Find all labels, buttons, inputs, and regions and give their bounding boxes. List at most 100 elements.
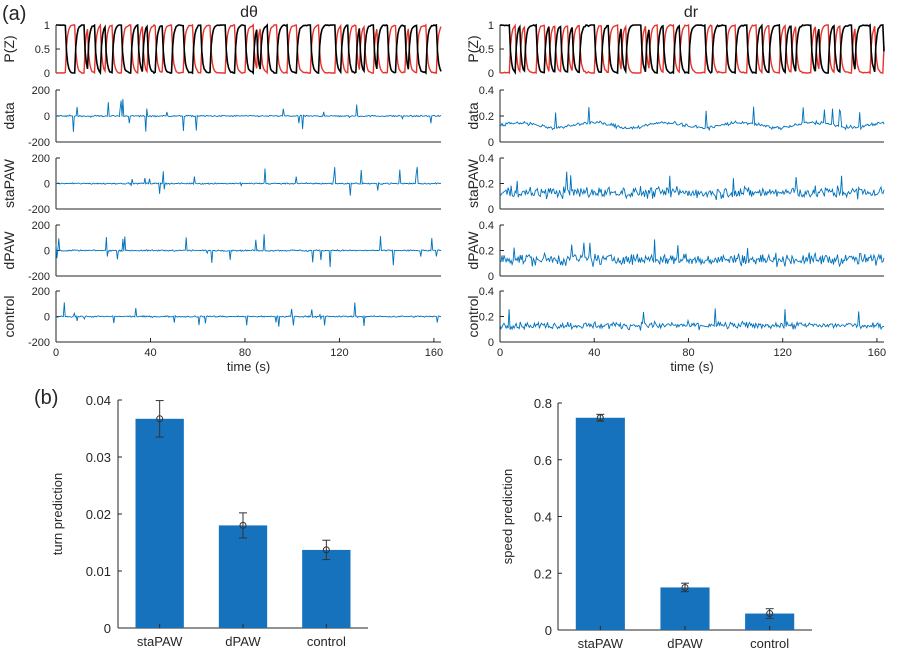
- x-tick-label: dPAW: [225, 634, 261, 649]
- series-line: [499, 171, 885, 201]
- bar-chart-turn: 0 0.01 0.02 0.03 0.04 turn prediction staPAW dP…: [50, 393, 368, 649]
- series-line: [55, 234, 442, 268]
- series-line: [55, 302, 442, 327]
- panel-data: data 0.4 0.2 0: [465, 85, 885, 149]
- y-axis-label: turn prediction: [50, 473, 65, 555]
- x-axis-label: time (s): [227, 359, 270, 374]
- series-line: [55, 98, 442, 132]
- y-tick-label: 0.2: [479, 111, 494, 123]
- x-tick-label: 80: [682, 347, 694, 359]
- bar-chart-speed: 0 0.2 0.4 0.6 0.8 speed prediction staPAW dPAW c…: [500, 396, 812, 651]
- x-tick-label: 80: [239, 347, 251, 359]
- y-tick-label: 0.4: [479, 85, 494, 97]
- x-tick-label: control: [307, 634, 346, 649]
- y-tick-label: 200: [32, 85, 50, 97]
- y-tick-label: 0.2: [479, 246, 494, 258]
- y-tick-label: 0.5: [479, 44, 494, 56]
- column-title: dθ: [240, 4, 258, 21]
- y-tick-label: 0.2: [479, 179, 494, 191]
- panel-data: data 200 0 -200: [1, 85, 442, 149]
- row-ylabel: dPAW: [465, 231, 481, 270]
- x-tick-label: staPAW: [578, 636, 624, 651]
- y-tick-label: 0: [104, 621, 111, 636]
- y-tick-label: 0.2: [479, 312, 494, 324]
- y-tick-label: 200: [32, 286, 50, 298]
- x-tick-label: 160: [425, 347, 443, 359]
- y-tick-label: -200: [28, 137, 50, 149]
- y-tick-label: 0.5: [35, 44, 50, 56]
- y-tick-label: 0.4: [479, 153, 494, 165]
- row-ylabel: control: [465, 295, 481, 337]
- y-tick-label: 200: [32, 220, 50, 232]
- mean-marker: [156, 415, 164, 423]
- x-axis-label: time (s): [670, 359, 713, 374]
- y-tick-label: 1: [44, 20, 50, 32]
- series-line: [499, 239, 885, 268]
- series-line: [499, 308, 884, 331]
- state-probability-black: [499, 23, 885, 75]
- bar-stapaw: [135, 418, 184, 628]
- y-tick-label: 0: [488, 137, 494, 149]
- y-tick-label: 0: [44, 312, 50, 324]
- x-tick-label: 40: [588, 347, 600, 359]
- y-tick-label: 0.04: [86, 393, 111, 408]
- y-tick-label: 0.8: [534, 396, 552, 411]
- row-ylabel: dPAW: [1, 231, 17, 270]
- state-probability-red: [56, 23, 442, 75]
- y-tick-label: 200: [32, 153, 50, 165]
- row-ylabel: staPAW: [1, 158, 17, 208]
- x-tick-label: staPAW: [137, 634, 183, 649]
- panel-label-b: (b): [34, 387, 58, 409]
- y-tick-label: -200: [28, 271, 50, 283]
- panel-dpaw: dPAW 200 0 -200: [1, 220, 442, 283]
- bar-control: [302, 549, 351, 628]
- row-ylabel: data: [465, 102, 481, 129]
- y-tick-label: 0: [44, 111, 50, 123]
- bar-charts: 0 0.01 0.02 0.03 0.04 turn prediction staPAW dP…: [50, 393, 812, 651]
- x-tick-label: 0: [53, 347, 59, 359]
- x-tick-label: control: [750, 636, 789, 651]
- y-tick-label: 0: [44, 68, 50, 80]
- y-tick-label: -200: [28, 204, 50, 216]
- y-tick-label: 0.4: [479, 220, 494, 232]
- mean-marker: [681, 583, 689, 591]
- mean-marker: [596, 414, 604, 422]
- y-tick-label: 0.4: [479, 286, 494, 298]
- mean-marker: [239, 521, 247, 529]
- x-tick-label: 160: [868, 347, 886, 359]
- panel-stapaw: staPAW 200 0 -200: [1, 153, 442, 216]
- y-tick-label: 0: [488, 68, 494, 80]
- series-line: [55, 166, 442, 196]
- row-ylabel: control: [1, 295, 17, 337]
- row-ylabel: data: [1, 102, 17, 129]
- x-tick-label: 120: [774, 347, 792, 359]
- mean-marker: [322, 546, 330, 554]
- row-ylabel: P(Z): [465, 35, 481, 62]
- y-tick-label: 0.03: [86, 450, 111, 465]
- row-ylabel: staPAW: [465, 158, 481, 208]
- panel-pz: P(Z) 1 0.5 0: [1, 20, 442, 80]
- y-tick-label: 0.2: [534, 566, 552, 581]
- column-dr: drP(Z)10.50data0.40.20staPAW0.40.20dPAW0…: [465, 4, 886, 374]
- panel-pz: P(Z) 1 0.5 0: [465, 20, 885, 80]
- y-tick-label: 0: [44, 246, 50, 258]
- y-tick-label: 0: [488, 337, 494, 349]
- bar-dpaw: [218, 525, 268, 628]
- y-tick-label: -200: [28, 337, 50, 349]
- panel-label-a: (a): [2, 3, 26, 25]
- y-tick-label: 0.01: [86, 564, 111, 579]
- y-tick-label: 0.02: [86, 507, 111, 522]
- x-tick-label: 40: [144, 347, 156, 359]
- y-tick-label: 0.4: [534, 510, 552, 525]
- y-tick-label: 0: [488, 204, 494, 216]
- y-tick-label: 0: [488, 271, 494, 283]
- y-tick-label: 0.6: [534, 453, 552, 468]
- x-tick-label: 120: [330, 347, 348, 359]
